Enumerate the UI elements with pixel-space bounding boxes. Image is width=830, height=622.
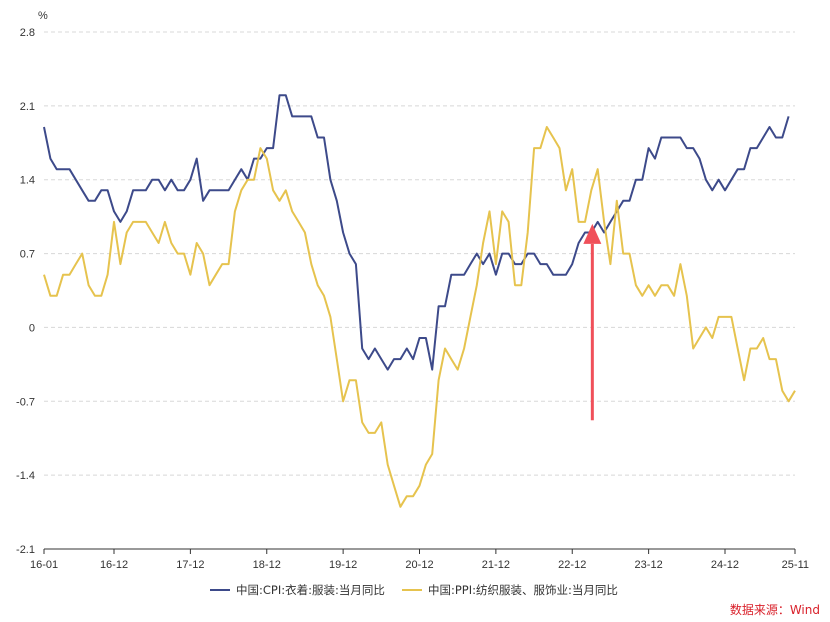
legend-label-cpi: 中国:CPI:衣着:服装:当月同比 [236, 583, 385, 597]
annotation-arrow [583, 223, 602, 421]
x-axis: 16-01 16-12 17-12 18-12 19-12 20-12 21-12 22-12… [30, 548, 809, 571]
source-note: 数据来源：Wind [730, 602, 820, 617]
y-tick-label: -0.7 [16, 396, 35, 408]
arrow-shaft [590, 243, 594, 421]
y-tick-label: 2.8 [20, 27, 35, 39]
x-tick-label: 21-12 [482, 559, 510, 571]
x-tick-label: 16-12 [100, 559, 128, 571]
y-axis-ticks: 2.8 2.1 1.4 0.7 0 -0.7 -1.4 -2.1 [16, 27, 35, 556]
x-tick-label: 22-12 [558, 559, 586, 571]
arrow-head [583, 223, 602, 244]
gridlines [44, 31, 795, 476]
y-tick-label: -2.1 [16, 544, 35, 556]
series-line-cpi [43, 94, 790, 371]
y-tick-label: 2.1 [20, 101, 35, 113]
x-tick-label: 19-12 [329, 559, 357, 571]
legend-label-ppi: 中国:PPI:纺织服装、服饰业:当月同比 [428, 583, 618, 597]
x-tick-label: 16-01 [30, 559, 58, 571]
x-tick-label: 18-12 [253, 559, 281, 571]
series-lines [43, 94, 796, 508]
y-tick-label: 1.4 [20, 175, 35, 187]
x-tick-label: 23-12 [635, 559, 663, 571]
y-tick-label: 0.7 [20, 249, 35, 261]
y-tick-label: 0 [29, 322, 35, 334]
y-axis-unit: % [38, 10, 48, 22]
x-tick-label: 24-12 [711, 559, 739, 571]
legend: 中国:CPI:衣着:服装:当月同比 中国:PPI:纺织服装、服饰业:当月同比 [210, 583, 618, 597]
series-line-ppi [43, 126, 796, 508]
x-tick-label: 17-12 [176, 559, 204, 571]
x-tick-label: 25-11 [782, 559, 809, 571]
y-tick-label: -1.4 [16, 470, 35, 482]
x-tick-label: 20-12 [405, 559, 433, 571]
